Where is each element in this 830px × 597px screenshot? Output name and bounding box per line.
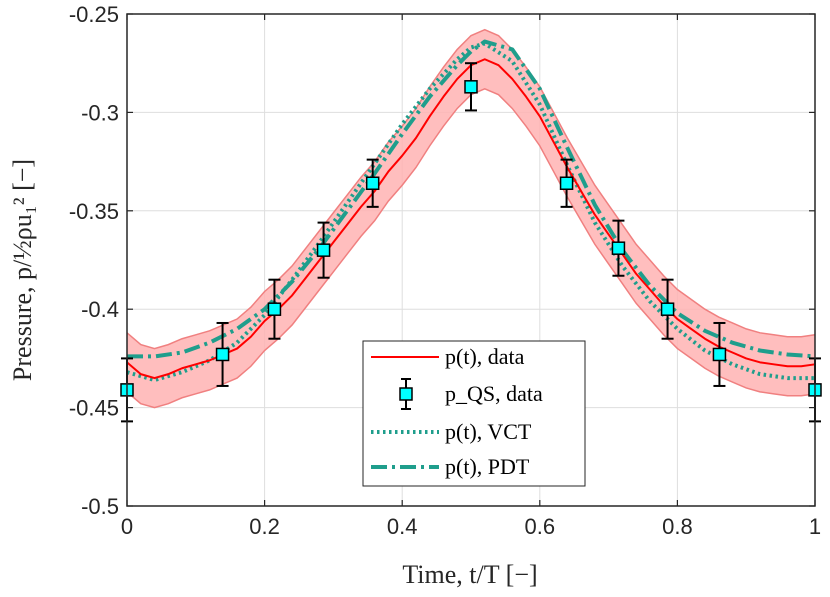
data-band-upper-edge xyxy=(126,28,816,350)
x-tick-label: 0.2 xyxy=(249,514,280,539)
y-tick-label: -0.35 xyxy=(69,199,119,224)
x-tick-label: 0 xyxy=(121,514,133,539)
qs-data-point xyxy=(559,176,574,190)
series-line-vct xyxy=(126,41,815,383)
y-tick-label: -0.4 xyxy=(81,297,119,322)
qs-data-point xyxy=(660,302,675,316)
legend-label-data: p(t), data xyxy=(445,344,525,369)
y-tick-label: -0.5 xyxy=(81,494,119,519)
qs-data-point xyxy=(215,347,230,362)
qs-data-point xyxy=(365,176,380,190)
series-line-pdt xyxy=(127,39,816,359)
legend-label-qs: p_QS, data xyxy=(445,381,543,406)
y-axis-label: Pressure, p/½ρu₁² [−] xyxy=(8,159,37,381)
legend-label-vct: p(t), VCT xyxy=(445,419,532,444)
y-tick-label: -0.45 xyxy=(69,396,119,421)
data-band xyxy=(127,29,815,408)
x-axis-label: Time, t/T [−] xyxy=(402,560,537,589)
x-tick-label: 0.6 xyxy=(525,514,556,539)
x-tick-label: 0.8 xyxy=(662,514,693,539)
plot-frame xyxy=(126,13,816,507)
qs-data-point xyxy=(464,80,478,94)
x-tick-label: 0.4 xyxy=(387,514,418,539)
qs-data-point xyxy=(611,241,626,255)
qs-data-point xyxy=(712,347,727,362)
y-tick-label: -0.25 xyxy=(69,2,119,27)
qs-markers xyxy=(120,62,822,423)
axis-ticks: 0 0.2 0.4 0.6 0.8 1 -0.5 -0.45 -0.4 -0.35 -0.3 -0.2… xyxy=(69,2,821,539)
qs-data-point xyxy=(316,243,331,257)
x-tick-label: 1 xyxy=(809,514,821,539)
qs-data-point xyxy=(267,302,282,316)
legend-box xyxy=(362,340,586,487)
legend: p(t), data p_QS, data p(t), VCT p(t), PD… xyxy=(362,340,586,487)
legend-swatch-qs-marker xyxy=(399,387,413,401)
legend-label-pdt: p(t), PDT xyxy=(445,454,530,479)
y-tick-label: -0.3 xyxy=(81,100,119,125)
